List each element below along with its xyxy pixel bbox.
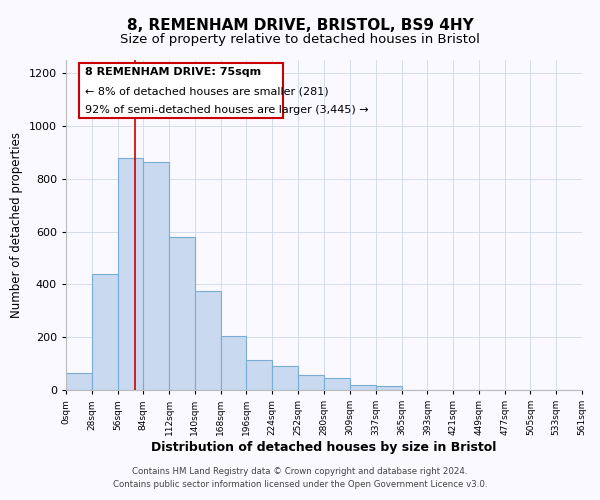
Bar	[246, 360, 272, 390]
Text: Contains public sector information licensed under the Open Government Licence v3: Contains public sector information licen…	[113, 480, 487, 489]
Bar	[350, 384, 376, 390]
Text: 8, REMENHAM DRIVE, BRISTOL, BS9 4HY: 8, REMENHAM DRIVE, BRISTOL, BS9 4HY	[127, 18, 473, 32]
Text: Contains HM Land Registry data © Crown copyright and database right 2024.: Contains HM Land Registry data © Crown c…	[132, 467, 468, 476]
Bar	[143, 162, 169, 390]
Bar	[118, 158, 143, 390]
Text: Size of property relative to detached houses in Bristol: Size of property relative to detached ho…	[120, 32, 480, 46]
Bar	[298, 376, 323, 390]
Text: 92% of semi-detached houses are larger (3,445) →: 92% of semi-detached houses are larger (…	[85, 105, 369, 115]
Bar	[195, 291, 221, 390]
Bar	[323, 378, 350, 390]
FancyBboxPatch shape	[79, 64, 283, 118]
Bar	[272, 366, 298, 390]
Y-axis label: Number of detached properties: Number of detached properties	[10, 132, 23, 318]
Text: 8 REMENHAM DRIVE: 75sqm: 8 REMENHAM DRIVE: 75sqm	[85, 68, 261, 78]
Bar	[221, 336, 246, 390]
X-axis label: Distribution of detached houses by size in Bristol: Distribution of detached houses by size …	[151, 441, 497, 454]
Bar	[376, 386, 402, 390]
Text: ← 8% of detached houses are smaller (281): ← 8% of detached houses are smaller (281…	[85, 86, 329, 96]
Bar	[66, 373, 92, 390]
Bar	[169, 237, 195, 390]
Bar	[92, 274, 118, 390]
